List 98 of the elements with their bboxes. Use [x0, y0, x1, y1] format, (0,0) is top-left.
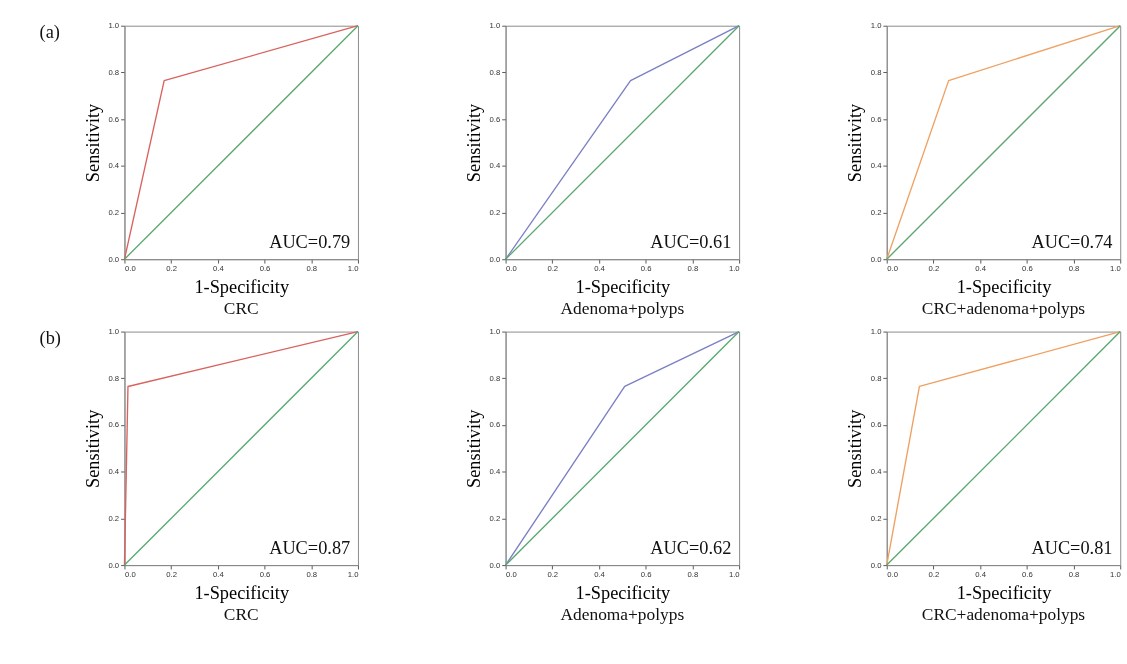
y-tick-label: 0.6	[108, 420, 120, 430]
x-tick-label: 0.2	[166, 264, 178, 274]
x-tick-label: 0.0	[887, 264, 898, 274]
y-tick-label: 0.0	[870, 254, 882, 264]
y-tick-label: 0.0	[870, 560, 882, 570]
y-tick-label: 0.8	[108, 67, 120, 77]
y-tick-label: 0.2	[108, 513, 120, 523]
x-tick-label: 0.4	[975, 570, 987, 580]
y-tick-label: 0.8	[870, 373, 882, 383]
x-tick-label: 1.0	[347, 264, 359, 274]
y-axis-title: Sensitivity	[845, 408, 866, 489]
annotation: AUC=0.87	[269, 537, 351, 558]
x-tick-label: 0.8	[687, 264, 699, 274]
y-tick-label: 0.0	[108, 560, 120, 570]
y-tick-label: 1.0	[489, 21, 501, 31]
text: CRC	[223, 605, 259, 625]
x-tick-label: 0.4	[594, 264, 606, 274]
x-axis-title: 1-Specificity	[575, 277, 672, 298]
annotation: AUC=0.79	[269, 231, 351, 252]
x-tick-label: 0.2	[166, 570, 178, 580]
y-tick-label: 1.0	[870, 21, 882, 31]
annotation: AUC=0.74	[1031, 231, 1113, 252]
x-tick-label: 0.6	[640, 570, 652, 580]
y-tick-label: 0.6	[489, 114, 501, 124]
y-tick-label: 0.8	[489, 67, 501, 77]
y-tick-label: 0.6	[870, 420, 882, 430]
y-axis-title: Sensitivity	[82, 408, 103, 489]
x-tick-label: 0.2	[547, 264, 559, 274]
y-axis-title: Sensitivity	[845, 102, 866, 183]
x-tick-label: 0.8	[1068, 264, 1080, 274]
y-tick-label: 1.0	[108, 21, 120, 31]
x-axis-title: 1-Specificity	[194, 277, 290, 298]
y-tick-label: 0.0	[489, 560, 501, 570]
x-tick-label: 0.8	[306, 570, 318, 580]
annotation: AUC=0.61	[650, 231, 732, 252]
y-tick-label: 0.4	[108, 161, 120, 171]
x-tick-label: 0.2	[547, 570, 559, 580]
x-tick-label: 0.0	[124, 570, 136, 580]
x-tick-label: 0.4	[975, 264, 987, 274]
text: (a)	[39, 22, 60, 44]
text: Adenoma+polyps	[560, 299, 685, 319]
y-axis-title: Sensitivity	[463, 408, 484, 489]
x-tick-label: 0.0	[506, 264, 517, 274]
x-tick-label: 0.8	[1068, 570, 1080, 580]
text: CRC	[223, 299, 259, 319]
y-axis-title: Sensitivity	[463, 102, 484, 183]
y-tick-label: 0.8	[870, 67, 882, 77]
x-axis-title: 1-Specificity	[956, 277, 1053, 298]
y-tick-label: 0.2	[870, 207, 882, 217]
x-tick-label: 0.6	[1021, 264, 1033, 274]
y-tick-label: 0.6	[489, 420, 501, 430]
x-tick-label: 0.0	[124, 264, 136, 274]
x-axis-title: 1-Specificity	[194, 583, 290, 604]
x-tick-label: 1.0	[1110, 570, 1121, 580]
y-tick-label: 0.4	[870, 467, 883, 477]
x-tick-label: 0.4	[213, 264, 225, 274]
text: (b)	[39, 328, 61, 350]
x-tick-label: 0.0	[887, 570, 898, 580]
y-tick-label: 0.4	[108, 467, 120, 477]
text: Adenoma+polyps	[560, 605, 685, 625]
y-tick-label: 0.8	[489, 373, 501, 383]
y-tick-label: 1.0	[489, 327, 501, 337]
y-tick-label: 0.6	[108, 114, 120, 124]
y-tick-label: 1.0	[870, 327, 882, 337]
y-tick-label: 0.6	[870, 114, 882, 124]
x-tick-label: 0.6	[640, 264, 652, 274]
x-axis-title: 1-Specificity	[575, 583, 672, 604]
y-tick-label: 0.8	[108, 373, 120, 383]
y-tick-label: 1.0	[108, 327, 120, 337]
y-tick-label: 0.4	[870, 161, 883, 171]
y-tick-label: 0.2	[489, 207, 501, 217]
x-tick-label: 0.8	[687, 570, 699, 580]
text: CRC+adenoma+polyps	[921, 605, 1086, 625]
x-tick-label: 1.0	[728, 264, 740, 274]
x-tick-label: 0.2	[928, 570, 940, 580]
x-tick-label: 0.4	[213, 570, 225, 580]
y-tick-label: 0.2	[108, 207, 120, 217]
x-tick-label: 0.2	[928, 264, 940, 274]
x-axis-title: 1-Specificity	[956, 583, 1053, 604]
x-tick-label: 0.6	[1021, 570, 1033, 580]
y-tick-label: 0.2	[870, 513, 882, 523]
annotation: AUC=0.81	[1031, 537, 1113, 558]
y-tick-label: 0.0	[489, 254, 501, 264]
x-tick-label: 1.0	[347, 570, 359, 580]
x-tick-label: 0.4	[594, 570, 606, 580]
text: CRC+adenoma+polyps	[921, 299, 1086, 319]
y-axis-title: Sensitivity	[82, 102, 103, 183]
y-tick-label: 0.0	[108, 254, 120, 264]
y-tick-label: 0.4	[489, 467, 501, 477]
x-tick-label: 0.6	[259, 570, 271, 580]
y-tick-label: 0.4	[489, 161, 501, 171]
y-tick-label: 0.2	[489, 513, 501, 523]
annotation: AUC=0.62	[650, 537, 732, 558]
x-tick-label: 0.8	[306, 264, 318, 274]
x-tick-label: 1.0	[728, 570, 740, 580]
x-tick-label: 0.6	[259, 264, 271, 274]
x-tick-label: 1.0	[1110, 264, 1121, 274]
x-tick-label: 0.0	[506, 570, 517, 580]
